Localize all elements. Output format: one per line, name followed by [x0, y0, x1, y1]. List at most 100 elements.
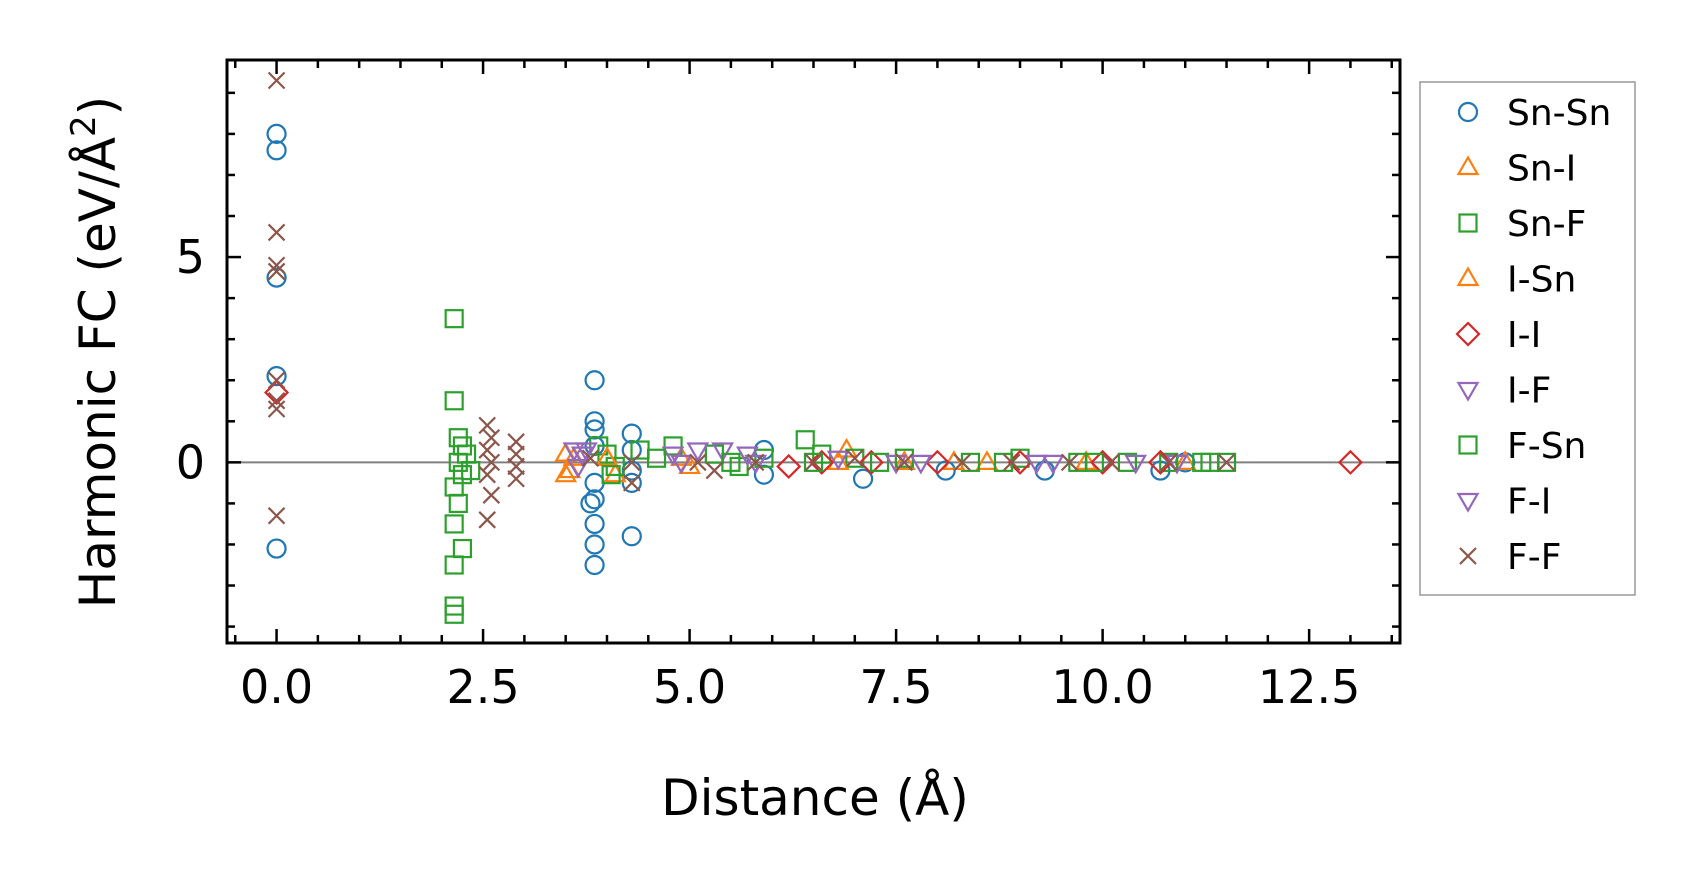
legend-entry: I-F	[1456, 371, 1551, 412]
legend-entry: Sn-I	[1456, 149, 1576, 190]
data-point	[711, 442, 735, 463]
tick-labels: 0.0 2.5 5.0 7.5 10.0 12.5 0 5	[176, 230, 1361, 714]
plot-area	[227, 71, 1400, 624]
data-point	[601, 465, 621, 485]
data-point	[478, 465, 496, 484]
data-point	[507, 433, 525, 451]
data-point	[448, 493, 468, 514]
data-point	[580, 493, 601, 514]
data-point	[478, 511, 496, 529]
data-point	[267, 256, 286, 275]
data-point	[1200, 452, 1220, 472]
legend-label: F-F	[1507, 537, 1561, 578]
data-point	[776, 453, 802, 480]
data-point	[266, 538, 287, 559]
data-point	[566, 458, 590, 479]
data-point	[507, 469, 525, 488]
data-point	[884, 454, 908, 475]
series-f-sn	[456, 444, 1220, 485]
data-point	[689, 453, 707, 472]
data-point	[1165, 454, 1189, 475]
data-point	[1117, 452, 1138, 472]
data-point	[584, 489, 605, 510]
x-axis-label: Distance (Å)	[661, 769, 969, 827]
data-point	[444, 604, 464, 624]
data-point	[1217, 453, 1236, 472]
x-tick-label: 12.5	[1258, 660, 1360, 714]
data-point	[267, 71, 286, 90]
data-point	[584, 513, 605, 535]
y-tick-label: 5	[176, 230, 205, 284]
legend-marker	[1456, 492, 1480, 513]
data-point	[266, 366, 287, 387]
data-point	[444, 555, 464, 575]
data-point	[721, 452, 741, 472]
legend-marker	[1456, 155, 1480, 176]
legend-entry: F-I	[1456, 482, 1551, 523]
data-point	[942, 450, 966, 470]
data-point	[267, 391, 286, 410]
data-point	[869, 452, 890, 472]
data-point	[267, 506, 286, 525]
legend-entry: F-Sn	[1458, 426, 1586, 467]
axis-ticks	[227, 60, 1400, 643]
data-point	[482, 486, 501, 504]
data-point	[892, 450, 916, 470]
data-point	[1102, 453, 1120, 472]
data-point	[953, 453, 971, 472]
data-point	[1084, 452, 1104, 472]
data-point	[705, 461, 724, 480]
data-point	[444, 514, 464, 534]
data-point	[266, 123, 287, 145]
data-point	[584, 472, 605, 493]
data-point	[1060, 453, 1079, 472]
data-point	[744, 454, 768, 475]
data-point	[1041, 454, 1065, 475]
series-sn-sn	[266, 123, 1196, 576]
data-point	[452, 538, 473, 559]
data-point	[622, 453, 641, 472]
data-point	[686, 442, 710, 463]
legend-marker	[1458, 435, 1478, 455]
axes-frame	[225, 58, 1402, 645]
data-point	[461, 460, 481, 481]
data-point	[267, 400, 286, 418]
data-point	[746, 453, 765, 472]
y-tick-label: 0	[176, 435, 205, 489]
data-point	[595, 446, 619, 466]
data-point	[1173, 450, 1197, 470]
data-point	[482, 428, 501, 447]
legend-marker	[1457, 101, 1479, 123]
data-point	[1159, 452, 1179, 472]
data-point	[266, 267, 287, 288]
x-tick-label: 2.5	[446, 660, 519, 714]
data-point	[803, 452, 824, 472]
legend-entry: F-F	[1459, 537, 1561, 578]
data-point	[621, 423, 642, 444]
x-tick-label: 0.0	[240, 660, 313, 714]
legend-marker	[1456, 266, 1480, 287]
data-point	[1090, 449, 1116, 475]
legend-box	[1419, 81, 1636, 596]
data-point	[809, 449, 835, 475]
data-point	[444, 309, 464, 329]
legend-entry: I-I	[1455, 315, 1541, 356]
data-point	[669, 454, 693, 475]
data-point	[482, 453, 501, 472]
legend-label: Sn-Sn	[1507, 93, 1611, 134]
legend-entry: Sn-F	[1458, 204, 1586, 245]
x-tick-label: 7.5	[860, 660, 933, 714]
series-sn-i	[554, 437, 1197, 483]
data-point	[267, 223, 286, 242]
data-point	[581, 449, 600, 468]
data-point	[562, 442, 586, 463]
data-point	[1002, 453, 1021, 472]
data-point	[507, 457, 525, 476]
series-sn-f	[444, 309, 1237, 624]
legend: Sn-Sn Sn-I Sn-F I-Sn I-I I-F F-Sn F-I F-F	[1419, 81, 1636, 596]
data-point	[975, 450, 999, 470]
data-point	[621, 472, 642, 493]
legend-entry: I-Sn	[1456, 260, 1576, 301]
legend-label: I-I	[1507, 315, 1541, 356]
